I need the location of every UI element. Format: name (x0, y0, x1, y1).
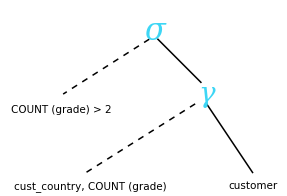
Text: customer: customer (228, 181, 277, 191)
Text: cust_country, COUNT (grade): cust_country, COUNT (grade) (14, 181, 167, 192)
Text: COUNT (grade) > 2: COUNT (grade) > 2 (11, 105, 112, 115)
Text: σ: σ (145, 16, 165, 47)
Text: γ: γ (198, 81, 215, 108)
